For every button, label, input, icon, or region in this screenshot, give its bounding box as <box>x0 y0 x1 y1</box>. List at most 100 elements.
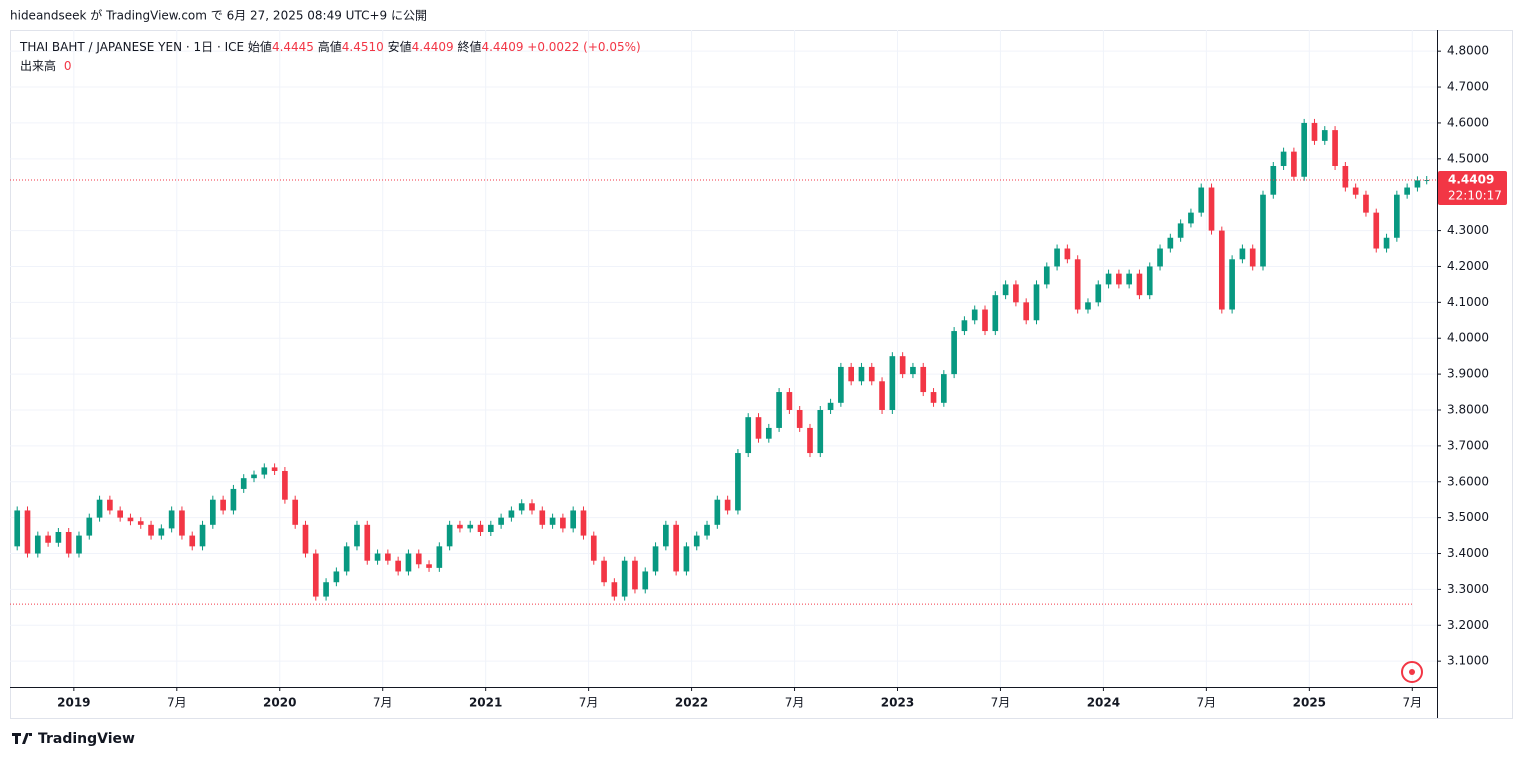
x-tick-label: 2022 <box>675 696 708 710</box>
candle-body <box>590 535 597 561</box>
candle-body <box>230 488 237 511</box>
candle-body <box>271 467 278 471</box>
candle-body <box>879 381 885 410</box>
y-tick-label: 3.6000 <box>1447 474 1489 488</box>
candle-body <box>1239 248 1246 260</box>
candle-body <box>1404 187 1410 195</box>
candle-body <box>127 517 134 522</box>
candle-body <box>796 409 803 428</box>
candle-body <box>560 517 566 529</box>
candle-body <box>168 510 175 529</box>
low-label: 安値 <box>388 39 412 54</box>
candle-body <box>436 546 443 568</box>
candle-body <box>1311 122 1318 141</box>
candle-body <box>1352 187 1359 195</box>
candle-body <box>1414 180 1421 188</box>
candle-body <box>1332 130 1338 166</box>
y-tick-label: 3.1000 <box>1447 654 1489 668</box>
candle-body <box>683 546 690 572</box>
x-tick-label: 2023 <box>881 696 914 710</box>
candle-body <box>220 499 226 511</box>
candle-body <box>817 409 824 454</box>
candle-body <box>1229 259 1235 310</box>
candle-body <box>920 366 927 393</box>
candle-body <box>508 510 515 518</box>
candle-body <box>529 503 535 511</box>
candle-body <box>1116 273 1122 285</box>
change: +0.0022 (+0.05%) <box>527 40 640 54</box>
candle-body <box>642 571 649 590</box>
candle-body <box>199 524 206 547</box>
x-tick-label: 2024 <box>1087 696 1120 710</box>
candle-body <box>827 402 834 410</box>
candle-body <box>312 553 319 597</box>
y-tick-label: 4.2000 <box>1447 259 1489 273</box>
candle-body <box>735 453 741 511</box>
candle-body <box>838 366 844 403</box>
candle-body <box>446 524 453 547</box>
candle-body <box>549 517 556 525</box>
volume: 0 <box>64 59 72 73</box>
y-tick-label: 4.7000 <box>1447 80 1489 94</box>
candle-body <box>1342 165 1349 188</box>
candle-body <box>930 392 937 403</box>
candle-body <box>1280 151 1287 166</box>
candle-body <box>848 366 854 382</box>
volume-line: 出来高 0 <box>20 58 71 73</box>
candle-body <box>1033 284 1040 321</box>
x-tick-label: 7月 <box>167 696 187 710</box>
candle-body <box>487 524 494 532</box>
candle-body <box>1301 122 1308 177</box>
candle-body <box>498 517 504 525</box>
candle-body <box>1074 259 1081 310</box>
candle-body <box>1146 266 1153 296</box>
candle-body <box>1136 273 1143 296</box>
candle-body <box>148 524 154 536</box>
candle-body <box>107 499 113 511</box>
candle-body <box>971 309 978 321</box>
y-tick-label: 3.3000 <box>1447 582 1489 596</box>
price-tag-value: 4.4409 <box>1448 173 1494 187</box>
candle-body <box>652 546 659 572</box>
candle-body <box>1363 194 1369 213</box>
candle-body <box>45 535 51 543</box>
candle-body <box>1188 212 1194 224</box>
candle-body <box>374 553 381 561</box>
candle-body <box>137 521 144 525</box>
candle-body <box>343 546 350 572</box>
candle-body <box>240 478 247 489</box>
candle-body <box>96 499 103 518</box>
countdown: 22:10:17 <box>1448 189 1502 203</box>
candle-body <box>899 356 906 375</box>
candle-body <box>982 309 988 332</box>
x-tick-label: 7月 <box>1402 696 1422 710</box>
candle-body <box>539 510 546 525</box>
candle-body <box>1167 237 1174 249</box>
candle-body <box>1095 284 1102 303</box>
candle-body <box>714 499 721 525</box>
candle-body <box>405 553 412 572</box>
candle-body <box>704 524 710 536</box>
candle-body <box>1023 302 1030 321</box>
y-tick-label: 4.0000 <box>1447 331 1489 345</box>
candle-body <box>663 524 669 547</box>
candle-body <box>477 524 484 532</box>
candles <box>10 118 1437 605</box>
candle-body <box>1054 248 1060 267</box>
candle-body <box>282 470 288 500</box>
candle-body <box>776 392 782 428</box>
candle-body <box>364 524 371 561</box>
candle-body <box>807 427 813 454</box>
candle-body <box>940 374 947 403</box>
candle-body <box>1177 223 1184 238</box>
candle-body <box>261 467 268 475</box>
y-tick-label: 4.3000 <box>1447 223 1489 237</box>
record-icon[interactable] <box>1401 661 1423 683</box>
price-tag <box>1438 171 1507 206</box>
candle-body <box>251 474 257 479</box>
footer-logo: TradingView <box>12 731 135 747</box>
candle-body <box>858 366 865 382</box>
candle-body <box>693 535 700 547</box>
